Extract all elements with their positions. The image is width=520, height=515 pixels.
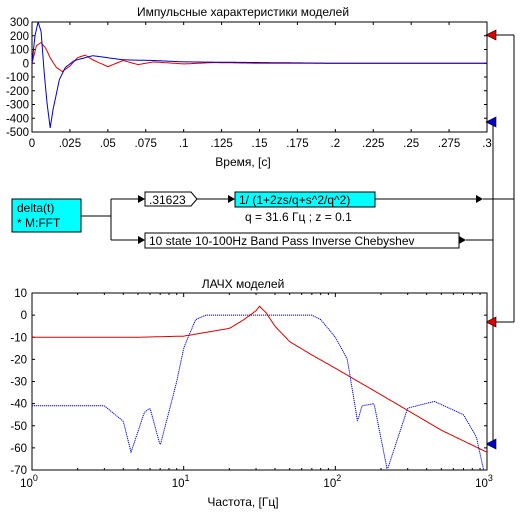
bottom-xtick-exp: 2	[336, 473, 341, 483]
port-blue-bottom-icon	[485, 438, 497, 450]
top-xtick-label: .125	[210, 138, 232, 150]
top-plot-series	[32, 22, 487, 128]
bottom-xtick-exp: 1	[185, 473, 190, 483]
top-ytick-label: 200	[10, 31, 29, 43]
bottom-ytick-label: -70	[10, 465, 27, 477]
bottom-series-line-2	[32, 314, 487, 470]
port-blue-top-icon	[485, 116, 497, 128]
top-ytick-label: -200	[6, 86, 29, 98]
wire-filter-to-plots	[466, 122, 494, 444]
wire-tf-to-plots	[483, 35, 515, 322]
bottom-ytick-label: -50	[10, 421, 27, 433]
bottom-xtick-exp: 3	[488, 473, 493, 483]
top-ytick-label: -100	[6, 72, 29, 84]
tf-params-label: q = 31.6 Гц ; z = 0.1	[245, 210, 352, 224]
top-xtick-label: .275	[438, 138, 460, 150]
bottom-xtick-label: 102	[323, 473, 341, 490]
bottom-ytick-label: 0	[21, 310, 27, 322]
gain-block[interactable]: .31623	[144, 191, 198, 207]
wire-source	[81, 199, 112, 240]
bottom-xtick-base: 10	[20, 478, 33, 490]
bottom-ytick-label: -30	[10, 377, 27, 389]
filter-label: 10 state 10-100Hz Band Pass Inverse Cheb…	[149, 234, 415, 248]
arrow-tf-out	[476, 195, 483, 203]
bottom-xtick-base: 10	[323, 478, 336, 490]
bottom-xtick-base: 10	[475, 478, 488, 490]
top-ytick-label: -500	[6, 127, 29, 139]
arrow-to-tf	[228, 195, 235, 203]
bottom-plot-x-ticks: 100 101 102 103	[20, 293, 493, 490]
top-plot-frame	[31, 21, 488, 133]
top-xtick-label: .175	[286, 138, 308, 150]
bottom-xtick-label: 100	[20, 473, 38, 490]
top-xtick-label: .25	[403, 138, 419, 150]
top-ytick-label: -300	[6, 100, 29, 112]
bottom-xtick-label: 103	[475, 473, 493, 490]
port-red-top-icon	[485, 29, 497, 41]
top-xtick-label: .075	[135, 138, 157, 150]
bottom-ytick-label: -60	[10, 443, 27, 455]
bottom-plot-series	[32, 305, 487, 470]
top-xtick-label: .025	[59, 138, 81, 150]
bottom-ytick-label: -40	[10, 399, 27, 411]
top-plot-title: Импульсные характеристики моделей	[137, 5, 349, 19]
top-xtick-label: .225	[362, 138, 384, 150]
bottom-plot-xlabel: Частота, [Гц]	[207, 495, 278, 509]
source-label-line2: * M:FFT	[17, 216, 61, 230]
bottom-plot-y-ticks: 10 0 -10 -20 -30 -40 -50 -60 -70	[10, 288, 487, 477]
top-xtick-label: .05	[100, 138, 116, 150]
bottom-ytick-label: -20	[10, 354, 27, 366]
arrow-filter-out	[459, 236, 466, 244]
bottom-ytick-label: 10	[14, 288, 27, 300]
bottom-plot-title: ЛАЧХ моделей	[202, 277, 285, 291]
transfer-function-block[interactable]: 1/ (1+2zs/q+s^2/q^2)	[234, 191, 376, 208]
bottom-ytick-label: -10	[10, 332, 27, 344]
bottom-plot-frame	[31, 292, 488, 471]
arrow-to-gain	[138, 195, 145, 203]
port-red-bottom-icon	[485, 316, 497, 328]
top-plot-xlabel: Время, [c]	[215, 155, 270, 169]
bottom-xtick-label: 101	[172, 473, 190, 490]
top-series-line-2	[32, 22, 487, 128]
bottom-series-line-1	[32, 305, 487, 453]
top-ytick-label: -400	[6, 113, 29, 125]
source-label-line1: delta(t)	[17, 201, 54, 215]
top-ytick-label: 0	[23, 58, 29, 70]
top-xtick-label: 0	[29, 138, 35, 150]
top-xtick-label: .2	[331, 138, 341, 150]
bode-magnitude-plot: ЛАЧХ моделей 100-10-20-30-40-50-60-70 10…	[10, 277, 493, 509]
transfer-function-label: 1/ (1+2zs/q+s^2/q^2)	[239, 193, 350, 207]
bottom-xtick-base: 10	[172, 478, 185, 490]
top-plot-x-ticks: 0 .025 .05 .075 .1 .125 .15 .175 .2 .225 .25 .275 .3	[29, 22, 492, 150]
top-xtick-label: .3	[482, 138, 492, 150]
gain-value: .31623	[149, 193, 186, 207]
top-ytick-label: 100	[10, 45, 29, 57]
block-diagram: delta(t) * M:FFT .31623 1/ (1+2zs/q+s^2/…	[11, 29, 515, 450]
source-block[interactable]: delta(t) * M:FFT	[11, 198, 82, 233]
bottom-xtick-exp: 0	[33, 473, 38, 483]
top-ytick-label: 300	[10, 17, 29, 29]
arrow-to-filter	[138, 236, 145, 244]
top-xtick-label: .1	[179, 138, 189, 150]
filter-block[interactable]: 10 state 10-100Hz Band Pass Inverse Cheb…	[144, 232, 460, 249]
impulse-response-plot: Импульсные характеристики моделей 300 200…	[6, 5, 492, 169]
top-xtick-label: .15	[252, 138, 268, 150]
